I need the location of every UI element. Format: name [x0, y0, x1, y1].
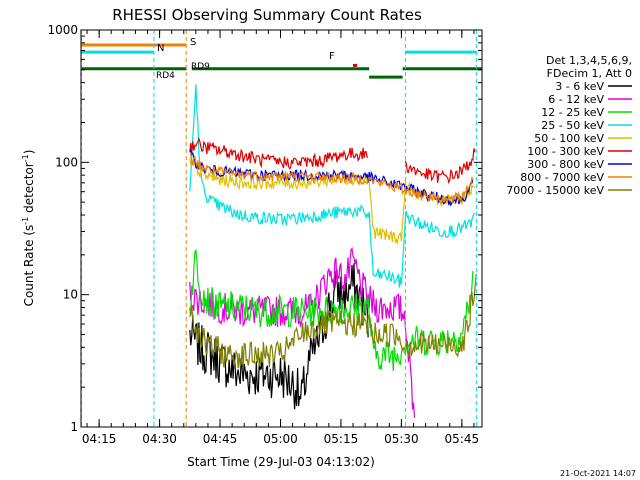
y-axis-label-sup2: -1: [21, 154, 30, 162]
series-line-8: [189, 273, 477, 369]
series-line-7: [189, 152, 474, 204]
series-line-6: [189, 149, 474, 207]
y-axis-label-part2: detector: [22, 162, 36, 217]
state-label-rd4: RD4: [156, 71, 175, 81]
series-line-1: [189, 246, 416, 418]
y-tick-label-1: 10: [63, 288, 78, 302]
x-tick-label-4: 05:15: [324, 432, 359, 446]
state-label-rd9: RD9: [191, 62, 210, 72]
x-tick-label-2: 04:45: [203, 432, 238, 446]
plot-frame: [80, 29, 483, 428]
x-tick-label-5: 05:30: [384, 432, 419, 446]
series-line-3: [189, 84, 476, 288]
y-axis-label: Count Rate (s-1 detector-1): [21, 150, 36, 307]
series-line-0: [189, 263, 369, 410]
y-tick-label-0: 1: [70, 420, 78, 434]
legend-label-5: 100 - 300 keV: [527, 145, 604, 158]
state-label-f: F: [329, 51, 335, 62]
y-axis-label-sup1: -1: [21, 217, 30, 225]
legend-label-8: 7000 - 15000 keV: [506, 184, 604, 197]
legend-label-4: 50 - 100 keV: [534, 132, 604, 145]
legend-label-0: 3 - 6 keV: [555, 80, 604, 93]
legend-label-3: 25 - 50 keV: [541, 119, 604, 132]
series-line-5: [189, 136, 476, 185]
generation-timestamp: 21-Oct-2021 14:07: [560, 469, 636, 478]
legend-label-7: 800 - 7000 keV: [520, 171, 604, 184]
x-tick-label-3: 05:00: [263, 432, 298, 446]
legend: Det 1,3,4,5,6,9, FDecim 1, Att 0 3 - 6 k…: [506, 54, 632, 197]
state-bars-layer: [81, 43, 482, 79]
legend-label-1: 6 - 12 keV: [548, 93, 604, 106]
x-tick-label-1: 04:30: [142, 432, 177, 446]
legend-header-attenuator: FDecim 1, Att 0: [547, 67, 632, 80]
legend-label-6: 300 - 800 keV: [527, 158, 604, 171]
y-tick-label-3: 1000: [47, 23, 78, 37]
series-line-2: [189, 249, 474, 371]
x-tick-label-6: 05:45: [445, 432, 480, 446]
chart-title: RHESSI Observing Summary Count Rates: [112, 6, 422, 24]
y-axis-label-part3: ): [22, 150, 36, 155]
x-tick-label-0: 04:15: [82, 432, 117, 446]
y-tick-label-2: 100: [55, 155, 78, 169]
series-layer: [189, 84, 477, 418]
x-axis-label: Start Time (29-Jul-03 04:13:02): [187, 455, 375, 469]
axes-layer: 04:15 04:30 04:45 05:00 05:15 05:30 05:45 1 10 10…: [47, 23, 482, 446]
y-axis-label-part1: Count Rate (s: [22, 225, 36, 307]
legend-label-2: 12 - 25 keV: [541, 106, 604, 119]
state-label-n: N: [157, 43, 164, 54]
state-label-s: S: [190, 37, 196, 48]
legend-header-detectors: Det 1,3,4,5,6,9,: [546, 54, 632, 67]
